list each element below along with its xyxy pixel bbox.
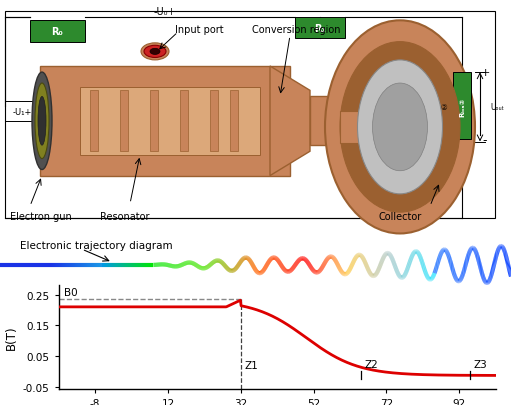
Ellipse shape bbox=[35, 84, 49, 159]
Text: -U₁+: -U₁+ bbox=[12, 107, 32, 116]
Bar bbox=[5, 102, 40, 122]
Ellipse shape bbox=[325, 21, 475, 234]
Text: Input port: Input port bbox=[175, 26, 224, 35]
Ellipse shape bbox=[141, 44, 169, 61]
Bar bbox=[5, 12, 495, 219]
Bar bbox=[30, 21, 85, 43]
Bar bbox=[40, 67, 290, 176]
Ellipse shape bbox=[144, 46, 166, 58]
Text: Rₗₒₐ②: Rₗₒₐ② bbox=[459, 97, 465, 117]
Ellipse shape bbox=[38, 97, 46, 146]
Text: -U₀+: -U₀+ bbox=[154, 7, 176, 17]
Bar bbox=[310, 97, 340, 146]
Text: R₀: R₀ bbox=[51, 27, 63, 36]
Text: B0: B0 bbox=[64, 287, 78, 297]
Ellipse shape bbox=[32, 73, 52, 170]
Text: Resonator: Resonator bbox=[100, 211, 150, 221]
Text: +: + bbox=[480, 68, 490, 78]
Bar bbox=[230, 91, 238, 152]
Text: Electronic trajectory diagram: Electronic trajectory diagram bbox=[20, 240, 173, 250]
Bar bbox=[295, 18, 345, 39]
Ellipse shape bbox=[150, 49, 160, 55]
Bar bbox=[180, 91, 188, 152]
Bar bbox=[120, 91, 128, 152]
Text: Z1: Z1 bbox=[244, 360, 258, 370]
Ellipse shape bbox=[340, 43, 460, 213]
Text: -: - bbox=[483, 133, 487, 146]
Ellipse shape bbox=[358, 61, 443, 194]
Ellipse shape bbox=[373, 84, 428, 171]
Bar bbox=[453, 73, 471, 140]
Text: Electron gun: Electron gun bbox=[10, 211, 72, 221]
Text: Rₗₒₐ②: Rₗₒₐ② bbox=[428, 102, 448, 111]
Bar bbox=[210, 91, 218, 152]
Text: Conversion region: Conversion region bbox=[252, 26, 340, 35]
Y-axis label: B(T): B(T) bbox=[5, 325, 17, 350]
Bar bbox=[80, 87, 260, 156]
Text: Collector: Collector bbox=[378, 211, 422, 221]
Polygon shape bbox=[270, 67, 310, 176]
Text: R₁: R₁ bbox=[314, 24, 326, 34]
Text: Z3: Z3 bbox=[474, 359, 487, 369]
Bar bbox=[90, 91, 98, 152]
Text: Z2: Z2 bbox=[365, 359, 378, 369]
Bar bbox=[150, 91, 158, 152]
Text: Uₒᵤₜ: Uₒᵤₜ bbox=[490, 102, 504, 111]
Bar bbox=[340, 112, 380, 143]
